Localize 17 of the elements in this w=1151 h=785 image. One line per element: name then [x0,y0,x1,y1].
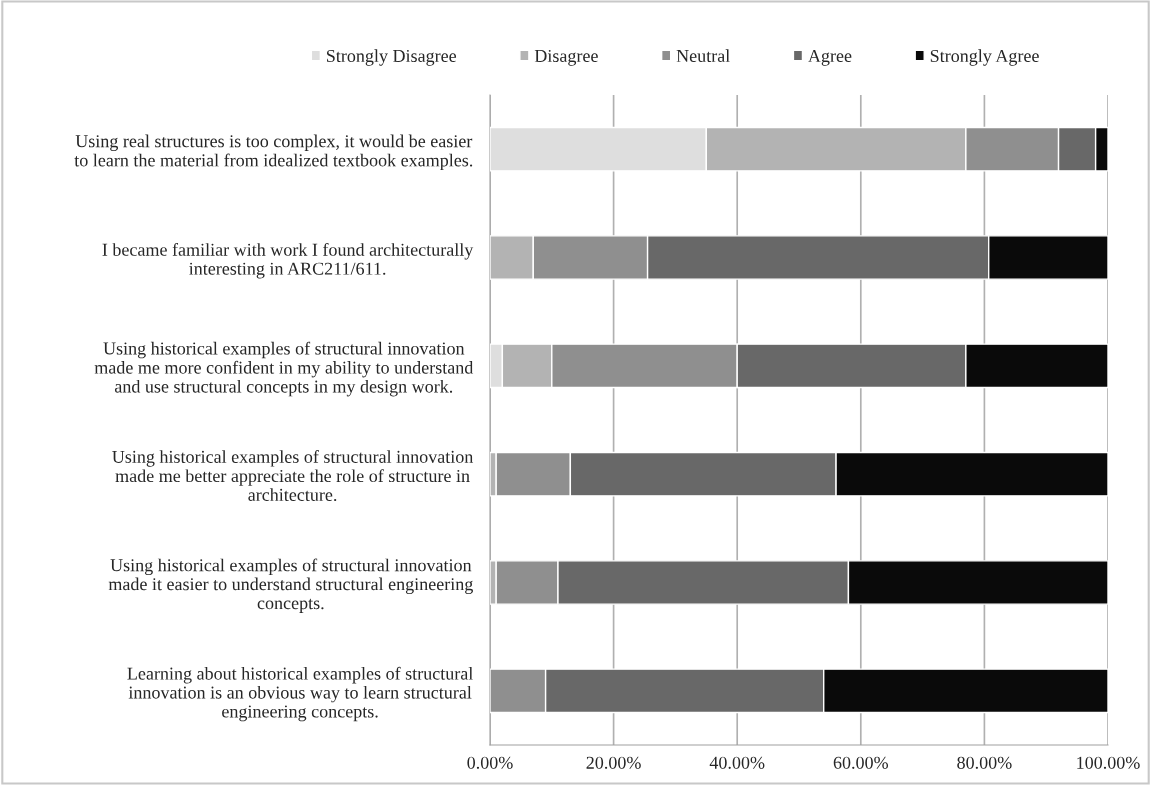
x-tick-label: 80.00% [957,756,1012,769]
y-tick-label: I became familiar with work I found architecturally interesting in ARC211/611. [102,242,474,279]
x-tick-label: 0.00% [467,756,513,769]
x-tick-label: 20.00% [586,756,641,769]
x-tick-label: 60.00% [833,756,889,769]
legend-label: Disagree [534,49,598,66]
y-tick-label: Learning about historical examples of structural innovation is an obvious way to learn structural engineering concepts. [127,666,473,722]
y-tick-label: Using historical examples of structural innovation made it easier to understand structural engineering concepts. [108,558,473,613]
legend-label: Strongly Disagree [326,49,457,66]
legend-label: Agree [808,49,852,66]
y-tick-label: Using historical examples of structural innovation made me better appreciate the role of structure in architecture. [112,450,474,502]
y-tick-label: Using historical examples of structural innovation made me more confident in my ability to understand and use structural concepts in my design work. [94,341,474,397]
legend-label: Neutral [676,49,730,63]
legend-label: Strongly Agree [930,49,1039,66]
x-tick-label: 100.00% [1077,756,1140,769]
x-tick-label: 40.00% [709,756,765,769]
y-tick-label: Using real structures is too complex, it would be easier to learn the material from idealized textbook examples. [74,134,473,171]
